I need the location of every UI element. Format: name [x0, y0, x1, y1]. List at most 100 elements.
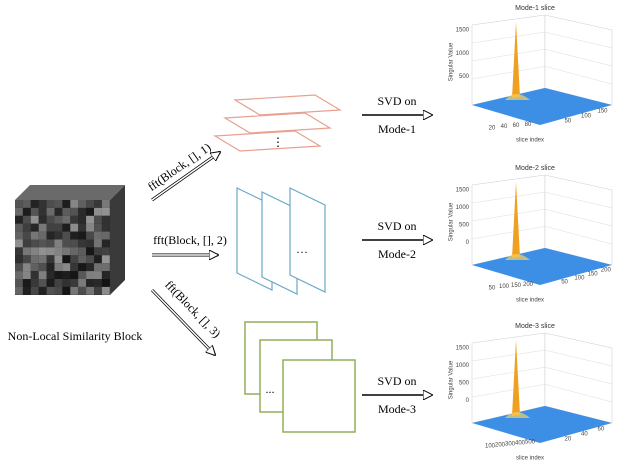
cube-cell	[31, 279, 39, 287]
axis-label: slice index	[516, 138, 544, 144]
cube-cell	[23, 224, 31, 232]
cube-cell	[94, 240, 102, 248]
x-tick-label: 200	[523, 282, 534, 288]
cube-cell	[15, 224, 23, 232]
cube-cell	[78, 232, 86, 240]
z-tick-label: 1500	[456, 188, 470, 194]
ellipsis: ⋮	[272, 135, 284, 149]
block-label: Non-Local Similarity Block	[8, 329, 143, 343]
cube-cell	[102, 287, 110, 295]
cube-cell	[94, 208, 102, 216]
z-tick-label: 0	[466, 398, 470, 404]
axis-label: Singular Value	[449, 202, 455, 241]
cube-cell	[62, 247, 70, 255]
cube-cell	[39, 224, 47, 232]
mode-label: Mode-1	[378, 122, 416, 136]
cube-cell	[86, 279, 94, 287]
cube-cell	[78, 287, 86, 295]
z-tick-label: 1500	[456, 28, 470, 34]
cube-cell	[78, 208, 86, 216]
cube-cell	[102, 263, 110, 271]
cube-cell	[94, 232, 102, 240]
cube-cell	[102, 240, 110, 248]
cube-cell	[15, 208, 23, 216]
cube-cell	[86, 216, 94, 224]
cube-cell	[39, 271, 47, 279]
cube-cell	[55, 255, 63, 263]
cube-cell	[94, 200, 102, 208]
cube-cell	[55, 232, 63, 240]
cube-cell	[31, 224, 39, 232]
cube-cell	[47, 200, 55, 208]
diagram: Non-Local Similarity Block fft(Block, []…	[0, 0, 619, 475]
cube-cell	[62, 263, 70, 271]
plot-title: Mode-2 slice	[515, 165, 555, 172]
axis-label: slice index	[516, 298, 544, 304]
cube-cell	[62, 208, 70, 216]
cube-cell	[55, 247, 63, 255]
cube-cell	[15, 271, 23, 279]
cube-cell	[23, 216, 31, 224]
cube-cell	[70, 271, 78, 279]
cube-cell	[31, 240, 39, 248]
cube-cell	[78, 224, 86, 232]
cube-cell	[70, 247, 78, 255]
ellipsis: ...	[266, 382, 275, 396]
y-tick-label: 150	[588, 272, 599, 278]
cube-cell	[15, 263, 23, 271]
cube-cell	[102, 255, 110, 263]
cube-cell	[23, 247, 31, 255]
z-tick-label: 500	[459, 74, 470, 80]
cube-cell	[47, 287, 55, 295]
cube-cell	[39, 208, 47, 216]
cube-cell	[86, 255, 94, 263]
cube-cell	[31, 287, 39, 295]
cube-cell	[31, 271, 39, 279]
cube-cell	[102, 232, 110, 240]
cube-cell	[78, 240, 86, 248]
z-tick-label: 1000	[456, 51, 470, 57]
cube-cell	[15, 216, 23, 224]
cube-cell	[55, 224, 63, 232]
cube-cell	[70, 287, 78, 295]
fft-label: fft(Block, [], 1)	[145, 140, 213, 194]
cube-cell	[70, 263, 78, 271]
block-cube	[15, 185, 125, 295]
cube-cell	[78, 247, 86, 255]
y-tick-label: 40	[581, 432, 588, 438]
cube-cell	[47, 208, 55, 216]
y-tick-label: 60	[598, 427, 605, 433]
cube-cell	[47, 263, 55, 271]
x-tick-label: 500	[525, 440, 536, 446]
cube-cell	[39, 247, 47, 255]
cube-cell	[15, 200, 23, 208]
cube-cell	[70, 240, 78, 248]
cube-cell	[23, 271, 31, 279]
cube-cell	[55, 216, 63, 224]
z-tick-label: 1000	[456, 363, 470, 369]
cube-cell	[23, 208, 31, 216]
cube-cell	[39, 216, 47, 224]
cube-cell	[94, 287, 102, 295]
cube-cell	[31, 232, 39, 240]
cube-cell	[78, 263, 86, 271]
mode2-slices	[237, 188, 325, 294]
cube-cell	[47, 271, 55, 279]
cube-cell	[86, 271, 94, 279]
cube-cell	[94, 263, 102, 271]
cube-cell	[86, 208, 94, 216]
plot-title: Mode-1 slice	[515, 5, 555, 12]
x-tick-label: 50	[489, 285, 496, 291]
cube-cell	[23, 232, 31, 240]
cube-cell	[78, 255, 86, 263]
cube-cell	[31, 200, 39, 208]
z-tick-label: 500	[459, 381, 470, 387]
y-tick-label: 100	[574, 276, 585, 282]
cube-cell	[47, 255, 55, 263]
cube-cell	[86, 287, 94, 295]
mode3-slices	[245, 322, 355, 432]
cube-cell	[70, 232, 78, 240]
cube-cell	[39, 287, 47, 295]
